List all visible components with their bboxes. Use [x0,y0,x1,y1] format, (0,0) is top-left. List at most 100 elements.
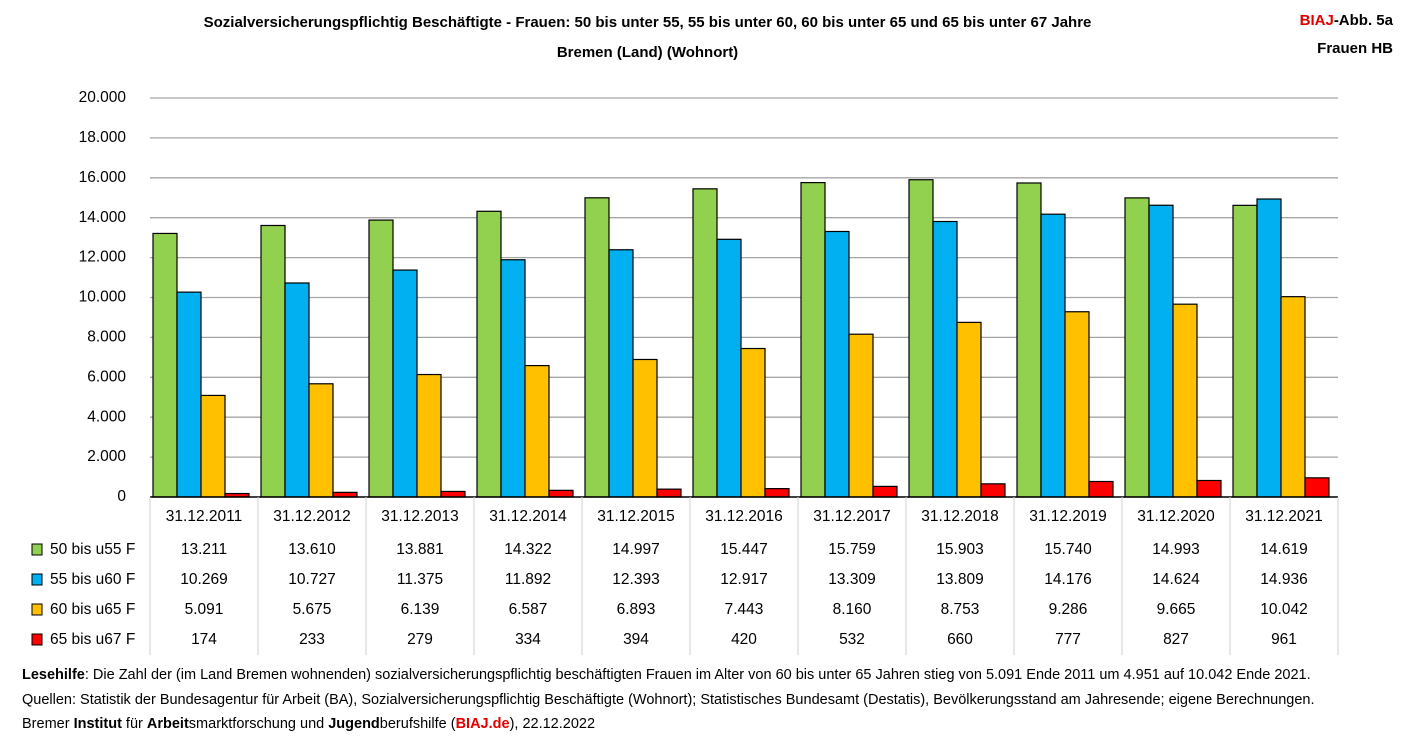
sources: Quellen: Statistik der Bundesagentur für… [22,692,1315,708]
bar [848,333,874,498]
bar [1124,197,1150,498]
y-tick-label: 4.000 [87,408,126,425]
bar [824,230,850,498]
data-table-value: 394 [623,631,649,648]
data-table-value: 15.903 [936,541,983,558]
data-table-value: 10.042 [1260,601,1307,618]
data-table-value: 13.211 [181,541,227,558]
figure-badge: BIAJ-Abb. 5a [1300,12,1393,29]
bar [440,490,466,498]
bar [548,489,574,498]
data-table-value: 6.893 [617,601,656,618]
credit-part: für [121,716,147,732]
legend-label: 60 bis u65 F [50,601,135,618]
data-table-value: 777 [1055,631,1081,648]
reading-aid-label: Lesehilfe [22,667,85,683]
bar-chart: 0 2.000 4.000 6.000 8.000 10.000 12.000 14.000 1… [31,89,1339,655]
y-tick-label: 12.000 [79,249,127,266]
data-table-value: 13.809 [936,571,983,588]
bar [500,259,526,498]
x-tick-label: 31.12.2012 [273,508,351,525]
data-table-value: 8.753 [941,601,980,618]
bar [1172,303,1198,498]
data-table-value: 420 [731,631,757,648]
legend-label: 50 bis u55 F [50,541,135,558]
x-tick-label: 31.12.2014 [489,508,567,525]
bar [740,347,766,498]
data-table-value: 14.993 [1152,541,1199,558]
bar [1088,480,1114,498]
bar [260,224,286,498]
credit-part: ), 22.12.2022 [509,716,596,732]
x-tick-label: 31.12.2015 [597,508,675,525]
legend-swatch [31,633,43,646]
x-tick-label: 31.12.2016 [705,508,783,525]
y-tick-label: 16.000 [79,169,127,186]
bar [416,373,442,498]
data-table-value: 827 [1163,631,1189,648]
y-tick-label: 20.000 [79,89,127,106]
credit-link: BIAJ.de [455,716,510,732]
bar [692,188,718,498]
data-table-value: 6.139 [401,601,440,618]
data-table-value: 532 [839,631,865,648]
data-table-value: 14.322 [504,541,551,558]
data-table-value: 11.892 [505,571,551,588]
x-tick-label: 31.12.2017 [813,508,891,525]
bar [1064,311,1090,498]
bar [716,238,742,498]
data-table-value: 10.727 [288,571,335,588]
legend-swatch [31,603,43,616]
x-tick-label: 31.12.2019 [1029,508,1107,525]
bar [956,321,982,498]
bar [176,291,202,498]
data-table-value: 174 [191,631,217,648]
x-tick-label: 31.12.2013 [381,508,459,525]
y-tick-label: 18.000 [79,129,127,146]
bar [932,220,958,498]
bar [284,282,310,498]
data-table-value: 12.393 [612,571,659,588]
data-table-value: 5.091 [185,601,224,618]
data-table-value: 9.665 [1157,601,1196,618]
credit-part: Bremer [22,716,74,732]
data-table-value: 334 [515,631,541,648]
bar [980,483,1006,498]
data-table-value: 6.587 [509,601,548,618]
y-tick-label: 10.000 [79,289,127,306]
bar [764,488,790,498]
bar [152,232,178,498]
bar [524,364,550,498]
x-tick-label: 31.12.2011 [166,508,242,525]
data-table-value: 233 [299,631,325,648]
bar [656,488,682,498]
y-tick-label: 14.000 [79,209,127,226]
bar [584,197,610,498]
legend-label: 55 bis u60 F [50,571,135,588]
data-table-value: 14.619 [1260,541,1307,558]
data-table-value: 15.759 [828,541,875,558]
data-table-value: 9.286 [1049,601,1088,618]
badge-region: Frauen HB [1317,40,1393,57]
data-table-value: 13.610 [288,541,336,558]
credit-part: berufshilfe ( [379,716,456,732]
data-table-value: 13.309 [828,571,875,588]
data-table-value: 13.881 [396,541,443,558]
data-table-value: 8.160 [833,601,872,618]
data-table-value: 15.740 [1044,541,1092,558]
y-tick-label: 2.000 [87,448,126,465]
bar [1040,213,1066,498]
credit-part: smarktforschung und [188,716,329,732]
bar [1232,204,1258,498]
reading-aid-text: : Die Zahl der (im Land Bremen wohnenden… [84,667,1311,683]
data-table-value: 5.675 [293,601,332,618]
bar [368,219,394,498]
chart-title: Sozialversicherungspflichtig Beschäftigt… [203,14,1092,31]
legend-label: 65 bis u67 F [50,631,135,648]
badge-suffix: -Abb. 5a [1333,12,1393,29]
data-table-value: 279 [407,631,433,648]
data-table-value: 15.447 [720,541,767,558]
badge-brand: BIAJ [1299,12,1334,29]
bar [1148,204,1174,498]
x-tick-label: 31.12.2020 [1137,508,1215,525]
